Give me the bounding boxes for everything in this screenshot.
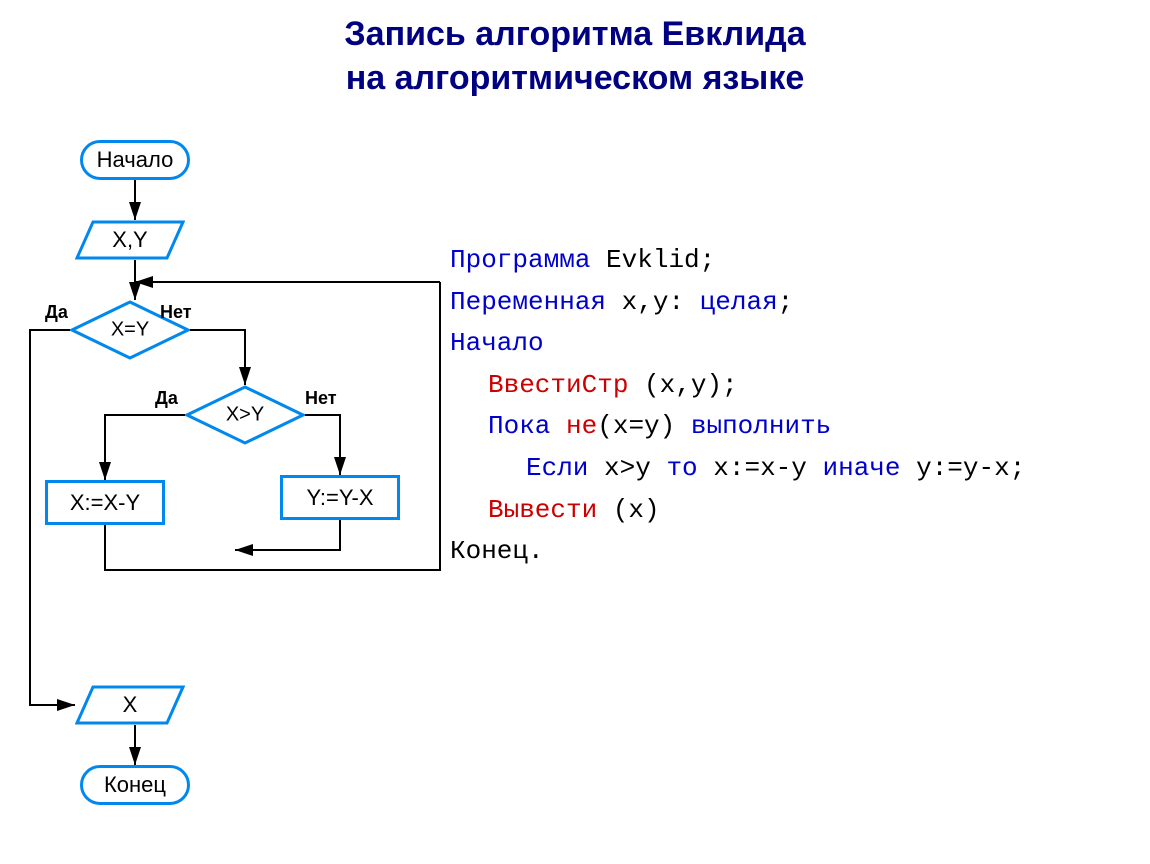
node-cmp-gt-label: X>Y	[226, 404, 264, 427]
kw: Если	[526, 453, 588, 483]
node-input: X,Y	[75, 220, 185, 260]
kw: иначе	[822, 453, 900, 483]
kw: выполнить	[691, 411, 831, 441]
node-start-label: Начало	[97, 147, 174, 173]
node-sub-yx-label: Y:=Y-X	[306, 485, 373, 511]
code-line-4: ВвестиСтр (x,y);	[450, 365, 1025, 407]
txt: (x=y)	[597, 411, 691, 441]
node-start: Начало	[80, 140, 190, 180]
edge-label-yes1: Да	[45, 302, 68, 323]
red: ВвестиСтр	[488, 370, 628, 400]
kw: целая	[700, 287, 778, 317]
red: Вывести	[488, 495, 597, 525]
node-sub-xy: X:=X-Y	[45, 480, 165, 525]
node-output-label: X	[123, 692, 138, 718]
node-cmp-eq-label: X=Y	[111, 319, 149, 342]
txt: x:=x-y	[698, 453, 823, 483]
code-line-3: Начало	[450, 323, 1025, 365]
node-cmp-gt: X>Y	[185, 385, 305, 445]
txt: (x)	[597, 495, 659, 525]
title-line-2: на алгоритмическом языке	[346, 59, 805, 97]
edge-label-no1: Нет	[160, 302, 192, 323]
code-line-7: Вывести (x)	[450, 490, 1025, 532]
kw: Пока	[488, 411, 550, 441]
kw: Программа	[450, 245, 590, 275]
txt: (x,y);	[628, 370, 737, 400]
txt: Конец.	[450, 536, 544, 566]
txt: x,y:	[606, 287, 700, 317]
title-line-1: Запись алгоритма Евклида	[344, 15, 805, 53]
kw: Переменная	[450, 287, 606, 317]
flowchart: Начало X,Y X=Y X>Y X:=X-Y Y:=Y-X X	[20, 140, 460, 840]
code-line-5: Пока не(x=y) выполнить	[450, 406, 1025, 448]
node-end: Конец	[80, 765, 190, 805]
code-line-6: Если x>y то x:=x-y иначе y:=y-x;	[450, 448, 1025, 490]
red: не	[550, 411, 597, 441]
page-title: Запись алгоритма Евклида на алгоритмичес…	[0, 0, 1150, 100]
code-line-1: Программа Evklid;	[450, 240, 1025, 282]
edge-label-yes2: Да	[155, 388, 178, 409]
code-line-2: Переменная x,y: целая;	[450, 282, 1025, 324]
edge-label-no2: Нет	[305, 388, 337, 409]
txt: Evklid;	[590, 245, 715, 275]
txt: x>y	[588, 453, 666, 483]
node-end-label: Конец	[104, 772, 166, 798]
node-input-label: X,Y	[112, 227, 147, 253]
txt: ;	[778, 287, 794, 317]
txt: y:=y-x;	[901, 453, 1026, 483]
node-sub-xy-label: X:=X-Y	[70, 490, 140, 516]
node-sub-yx: Y:=Y-X	[280, 475, 400, 520]
node-output: X	[75, 685, 185, 725]
code-listing: Программа Evklid; Переменная x,y: целая;…	[450, 240, 1025, 573]
kw: Начало	[450, 328, 544, 358]
kw: то	[666, 453, 697, 483]
code-line-8: Конец.	[450, 531, 1025, 573]
